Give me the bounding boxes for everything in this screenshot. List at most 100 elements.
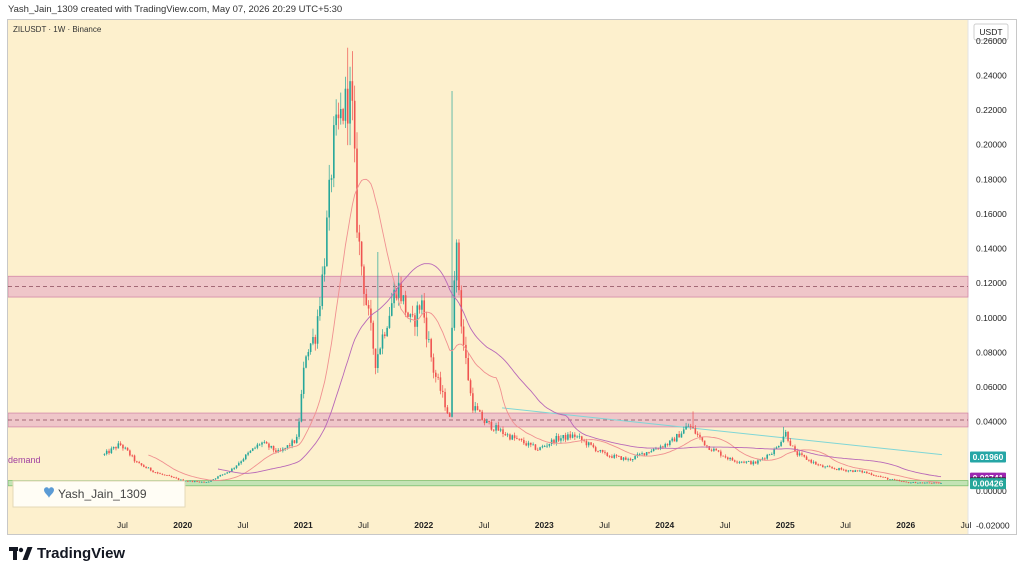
candle-body	[326, 217, 328, 267]
candle-body	[117, 443, 120, 449]
moving-average-fast	[148, 178, 942, 483]
candle-body	[402, 295, 405, 302]
candle-body	[666, 444, 669, 446]
tradingview-logo[interactable]: TradingView	[9, 545, 125, 562]
heart-icon	[44, 487, 54, 498]
currency-badge-box	[973, 23, 1009, 41]
price-tag-box	[970, 451, 1006, 463]
candle-body	[288, 445, 291, 446]
candle-body	[687, 425, 690, 427]
watermark: Yash_Jain_1309	[12, 480, 186, 508]
candle-body	[244, 454, 247, 460]
candle-body	[638, 454, 641, 455]
candle-body	[263, 441, 266, 443]
price-tick-label: 0.10000	[976, 313, 1007, 323]
candle-body	[448, 413, 451, 417]
candle-body	[446, 407, 449, 414]
candle-body	[740, 461, 743, 463]
candle-body	[175, 477, 178, 479]
candle-body	[891, 479, 894, 480]
candle-body	[910, 482, 912, 484]
candle-body	[381, 334, 384, 349]
time-axis-ticks: Jul 2020 Jul 2021 Jul 2022 Jul 2023 Jul 2024 Jul 20…	[117, 520, 972, 530]
candle-body	[597, 451, 599, 452]
candle-body	[122, 444, 124, 449]
candle-body	[418, 305, 421, 310]
candle-body	[562, 434, 565, 439]
candle-body	[923, 482, 926, 484]
candle-body	[182, 479, 184, 482]
candle-body	[685, 426, 687, 430]
candle-body	[110, 448, 113, 454]
candle-body	[877, 476, 880, 477]
candle-body	[207, 481, 210, 483]
candle-body	[780, 441, 782, 446]
candle-body	[863, 471, 866, 473]
candle-body	[835, 468, 838, 470]
candle-body	[583, 440, 585, 441]
candle-body	[497, 425, 500, 431]
candle-body	[349, 81, 351, 124]
candle-body	[715, 448, 718, 451]
candle-body	[896, 479, 898, 481]
candle-body	[451, 327, 453, 417]
candle-body	[903, 481, 905, 483]
candle-body	[590, 442, 592, 445]
candle-body	[757, 460, 759, 464]
candle-body	[133, 455, 136, 462]
price-axis-background[interactable]	[968, 20, 1017, 535]
candle-body	[455, 242, 458, 281]
candle-body	[722, 455, 724, 457]
candle-body	[847, 470, 850, 472]
candle-body	[914, 482, 917, 484]
candle-body	[676, 434, 678, 442]
candle-body	[805, 456, 808, 460]
candle-body	[694, 428, 697, 434]
candle-body	[808, 459, 810, 461]
candle-body	[826, 466, 829, 468]
chart-frame[interactable]: ZILUSDT · 1W · Binance USDT 0.26000 0.240…	[7, 19, 1017, 535]
candle-body	[284, 447, 286, 449]
demand-zone-label: demand	[8, 455, 41, 465]
candle-body	[859, 470, 861, 472]
candle-body	[166, 475, 168, 476]
candle-body	[506, 434, 509, 436]
candle-body	[650, 451, 653, 453]
candle-body	[333, 125, 335, 179]
candle-body	[235, 465, 238, 468]
candle-body	[268, 443, 270, 448]
candle-body	[430, 339, 432, 358]
candle-body	[335, 114, 337, 126]
price-tick-label: 0.00000	[976, 486, 1007, 496]
candle-body	[810, 459, 813, 463]
price-chart[interactable]: ZILUSDT · 1W · Binance USDT 0.26000 0.240…	[8, 20, 1017, 535]
candle-body	[428, 339, 430, 340]
candle-body	[921, 482, 924, 484]
candle-body	[187, 481, 189, 482]
candle-body	[791, 445, 794, 447]
candle-body	[214, 478, 217, 480]
candle-body	[409, 314, 412, 317]
candle-body	[295, 436, 298, 443]
candle-body	[458, 242, 460, 291]
candle-body	[416, 305, 419, 327]
candle-body	[699, 434, 701, 437]
candle-body	[747, 461, 750, 462]
price-tick-label: 0.14000	[976, 244, 1007, 254]
time-tick-label: 2020	[173, 520, 192, 530]
candle-body	[233, 467, 235, 469]
candle-body	[286, 445, 289, 448]
candle-body	[316, 316, 319, 344]
candle-body	[217, 476, 219, 479]
candle-body	[168, 475, 171, 477]
candle-body	[170, 476, 173, 478]
candle-body	[594, 447, 597, 452]
watermark-box	[12, 480, 186, 508]
candle-body	[673, 438, 676, 442]
candle-body	[875, 475, 877, 477]
candle-body	[782, 436, 785, 442]
candle-body	[520, 438, 523, 441]
candle-body	[622, 457, 625, 460]
currency-badge[interactable]: USDT	[973, 23, 1009, 41]
